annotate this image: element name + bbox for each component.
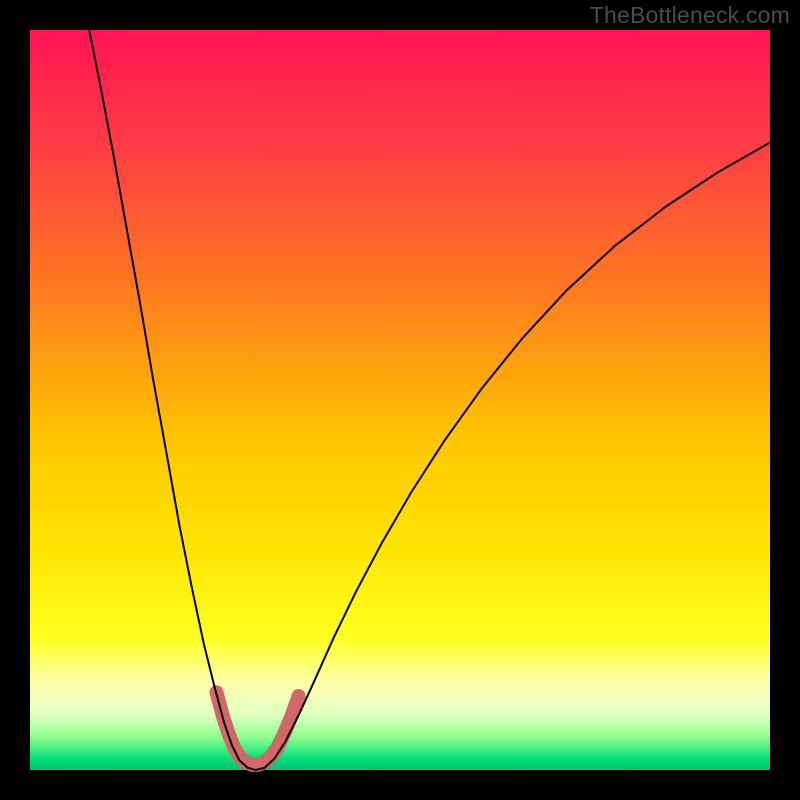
bottleneck-chart — [0, 0, 800, 800]
chart-container: TheBottleneck.com — [0, 0, 800, 800]
plot-background — [30, 30, 770, 770]
watermark-text: TheBottleneck.com — [590, 2, 790, 29]
